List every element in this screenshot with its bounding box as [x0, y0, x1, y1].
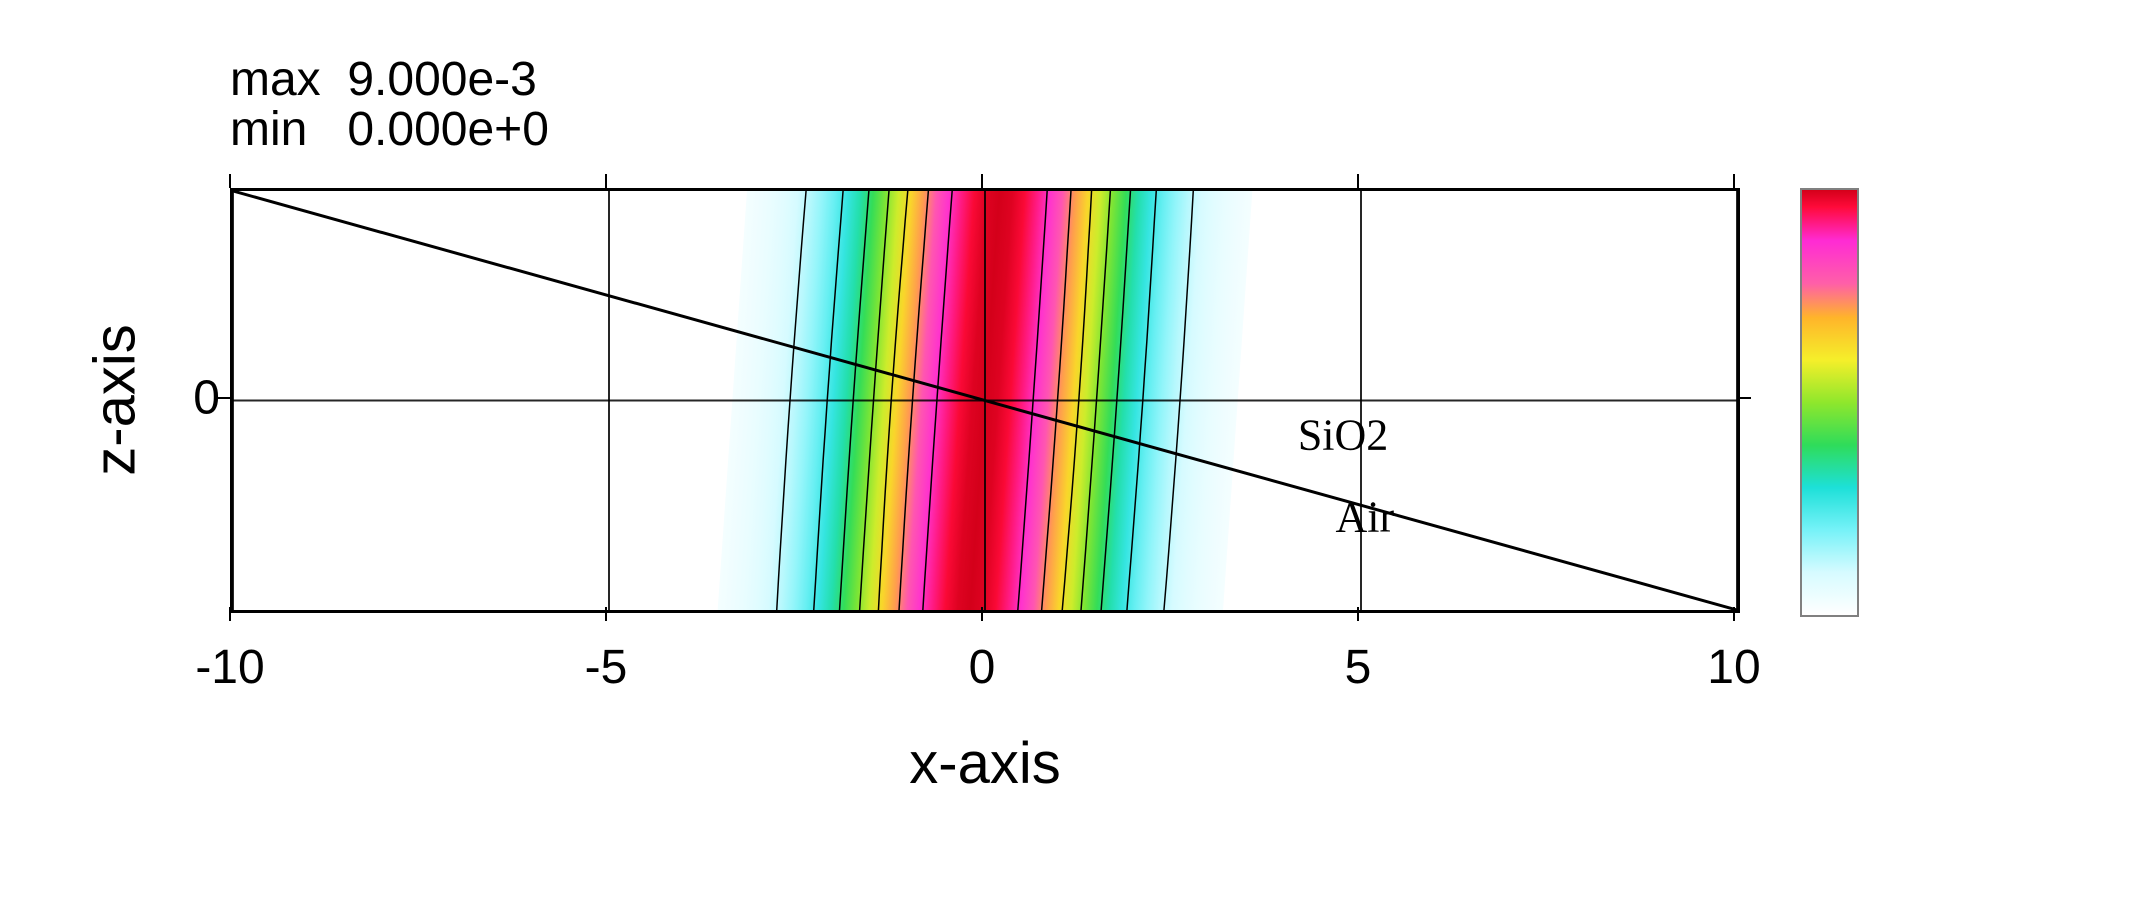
x-tick-label: -5	[585, 640, 628, 695]
x-tick-mark	[1357, 607, 1359, 621]
x-tick-mark-top	[1733, 174, 1735, 188]
x-tick-mark-top	[605, 174, 607, 188]
max-row: max 9.000e-3	[230, 55, 549, 105]
y-tick-mark	[1737, 397, 1751, 399]
min-label: min	[230, 103, 307, 156]
max-value: 9.000e-3	[347, 53, 537, 106]
colorbar	[1800, 188, 1859, 617]
y-tick-label: 0	[170, 370, 220, 425]
annotation-air: Air	[1335, 492, 1394, 543]
x-tick-mark	[1733, 607, 1735, 621]
x-tick-mark-top	[229, 174, 231, 188]
limits-block: max 9.000e-3 min 0.000e+0	[230, 55, 549, 156]
x-tick-mark	[981, 607, 983, 621]
x-tick-label: 0	[969, 640, 996, 695]
x-tick-mark	[605, 607, 607, 621]
plot-area	[230, 188, 1740, 613]
x-tick-mark-top	[981, 174, 983, 188]
plot-svg	[233, 191, 1737, 610]
x-tick-label: 10	[1707, 640, 1760, 695]
min-value: 0.000e+0	[347, 103, 549, 156]
max-label: max	[230, 53, 321, 106]
x-tick-label: -10	[195, 640, 264, 695]
min-row: min 0.000e+0	[230, 105, 549, 155]
x-tick-mark	[229, 607, 231, 621]
annotation-sio2: SiO2	[1298, 409, 1388, 460]
x-tick-label: 5	[1345, 640, 1372, 695]
y-axis-label: z-axis	[82, 324, 149, 475]
x-tick-mark-top	[1357, 174, 1359, 188]
x-axis-label: x-axis	[909, 730, 1060, 797]
figure-container: max 9.000e-3 min 0.000e+0 z-axis 0 -10 -5…	[0, 0, 2143, 920]
